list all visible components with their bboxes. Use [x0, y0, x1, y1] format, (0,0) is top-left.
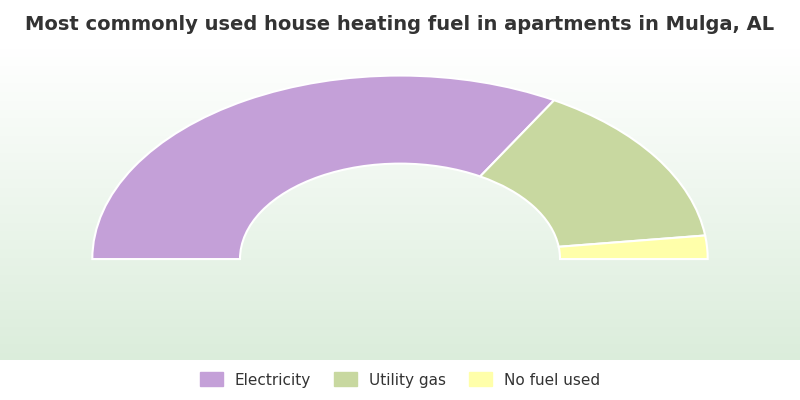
Wedge shape — [480, 100, 705, 247]
Wedge shape — [558, 236, 708, 259]
Text: Most commonly used house heating fuel in apartments in Mulga, AL: Most commonly used house heating fuel in… — [26, 14, 774, 34]
Legend: Electricity, Utility gas, No fuel used: Electricity, Utility gas, No fuel used — [200, 372, 600, 388]
Wedge shape — [92, 76, 554, 259]
